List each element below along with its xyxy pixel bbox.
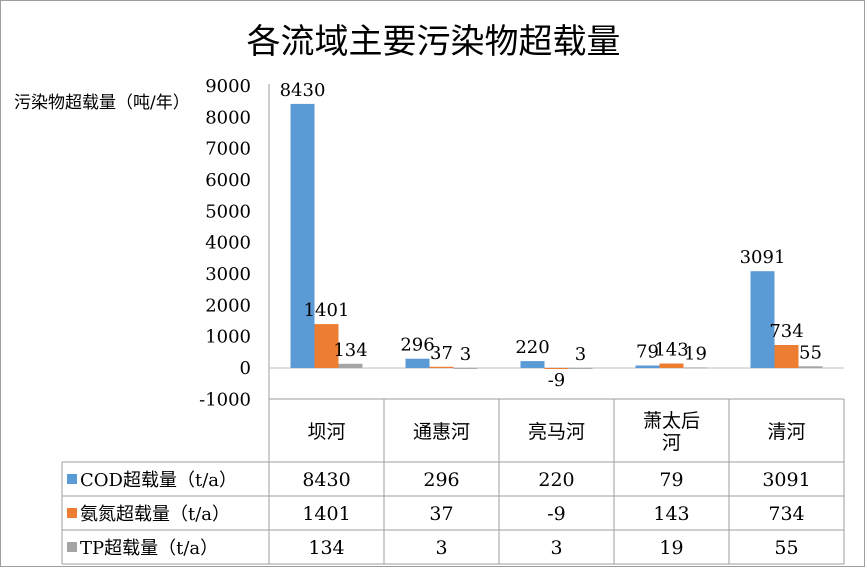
table-cell: 3 xyxy=(435,537,447,559)
y-tick-label: 9000 xyxy=(205,76,251,97)
y-tick-label: 2000 xyxy=(205,295,251,316)
y-tick-label: 4000 xyxy=(205,233,251,254)
data-label: 134 xyxy=(333,340,367,361)
bar xyxy=(429,366,454,368)
bar xyxy=(338,363,363,368)
legend-swatch xyxy=(67,508,77,518)
table-cell: 734 xyxy=(768,503,804,525)
data-label: 1401 xyxy=(304,300,350,321)
bar xyxy=(520,361,545,368)
bar xyxy=(314,324,339,368)
bar xyxy=(750,271,775,368)
bar xyxy=(635,365,660,368)
table-cell: 3091 xyxy=(762,469,810,491)
x-tick-label: 坝河 xyxy=(307,421,345,443)
table-cell: 79 xyxy=(659,469,683,491)
legend-swatch xyxy=(67,542,77,552)
x-tick-label: 清河 xyxy=(767,421,805,443)
y-tick-label: 7000 xyxy=(205,139,251,160)
bar xyxy=(568,367,593,369)
data-label: 296 xyxy=(400,335,434,356)
bar xyxy=(798,366,823,368)
y-tick-label: 5000 xyxy=(205,201,251,222)
x-tick-label: 亮马河 xyxy=(528,421,585,443)
data-label: 79 xyxy=(636,342,659,363)
x-tick-label: 通惠河 xyxy=(413,421,470,443)
table-cell: 8430 xyxy=(302,469,350,491)
bar xyxy=(774,345,799,368)
table-cell: 55 xyxy=(774,537,798,559)
y-tick-label: 6000 xyxy=(205,170,251,191)
legend-swatch xyxy=(67,474,77,484)
table-cell: -9 xyxy=(547,503,566,525)
x-tick-label: 萧太后河 xyxy=(643,410,700,454)
data-label: 8430 xyxy=(280,80,326,101)
bar xyxy=(544,368,569,369)
bar xyxy=(453,367,478,369)
data-label: 220 xyxy=(515,337,549,358)
y-tick-label: 0 xyxy=(240,358,251,379)
data-label: 3 xyxy=(575,344,586,365)
data-label: 3091 xyxy=(740,247,786,268)
data-label: 734 xyxy=(769,321,803,342)
bar xyxy=(290,103,315,369)
y-tick-label: 3000 xyxy=(205,264,251,285)
data-label: 3 xyxy=(460,344,471,365)
legend-label: COD超载量（t/a） xyxy=(80,470,237,491)
y-tick-label: 8000 xyxy=(205,107,251,128)
table-cell: 37 xyxy=(429,503,453,525)
bar xyxy=(659,363,684,368)
table-cell: 143 xyxy=(653,503,689,525)
data-label: 19 xyxy=(684,343,707,364)
table-cell: 19 xyxy=(659,537,683,559)
data-label: 37 xyxy=(430,343,453,364)
chart-title: 各流域主要污染物超载量 xyxy=(246,22,621,62)
data-label: 143 xyxy=(654,340,688,361)
data-label: 55 xyxy=(799,342,822,363)
legend-label: 氨氮超载量（t/a） xyxy=(80,504,230,525)
table-cell: 3 xyxy=(550,537,562,559)
table-cell: 296 xyxy=(423,469,459,491)
table-cell: 220 xyxy=(538,469,574,491)
table-cell: 1401 xyxy=(302,503,350,525)
bar xyxy=(683,367,708,369)
legend-label: TP超载量（t/a） xyxy=(80,538,218,559)
y-axis-label: 污染物超载量（吨/年） xyxy=(14,93,190,113)
data-label: -9 xyxy=(548,370,566,391)
bar xyxy=(405,358,430,368)
y-tick-label: 1000 xyxy=(205,327,251,348)
table-cell: 134 xyxy=(308,537,344,559)
y-tick-label: -1000 xyxy=(199,389,251,410)
